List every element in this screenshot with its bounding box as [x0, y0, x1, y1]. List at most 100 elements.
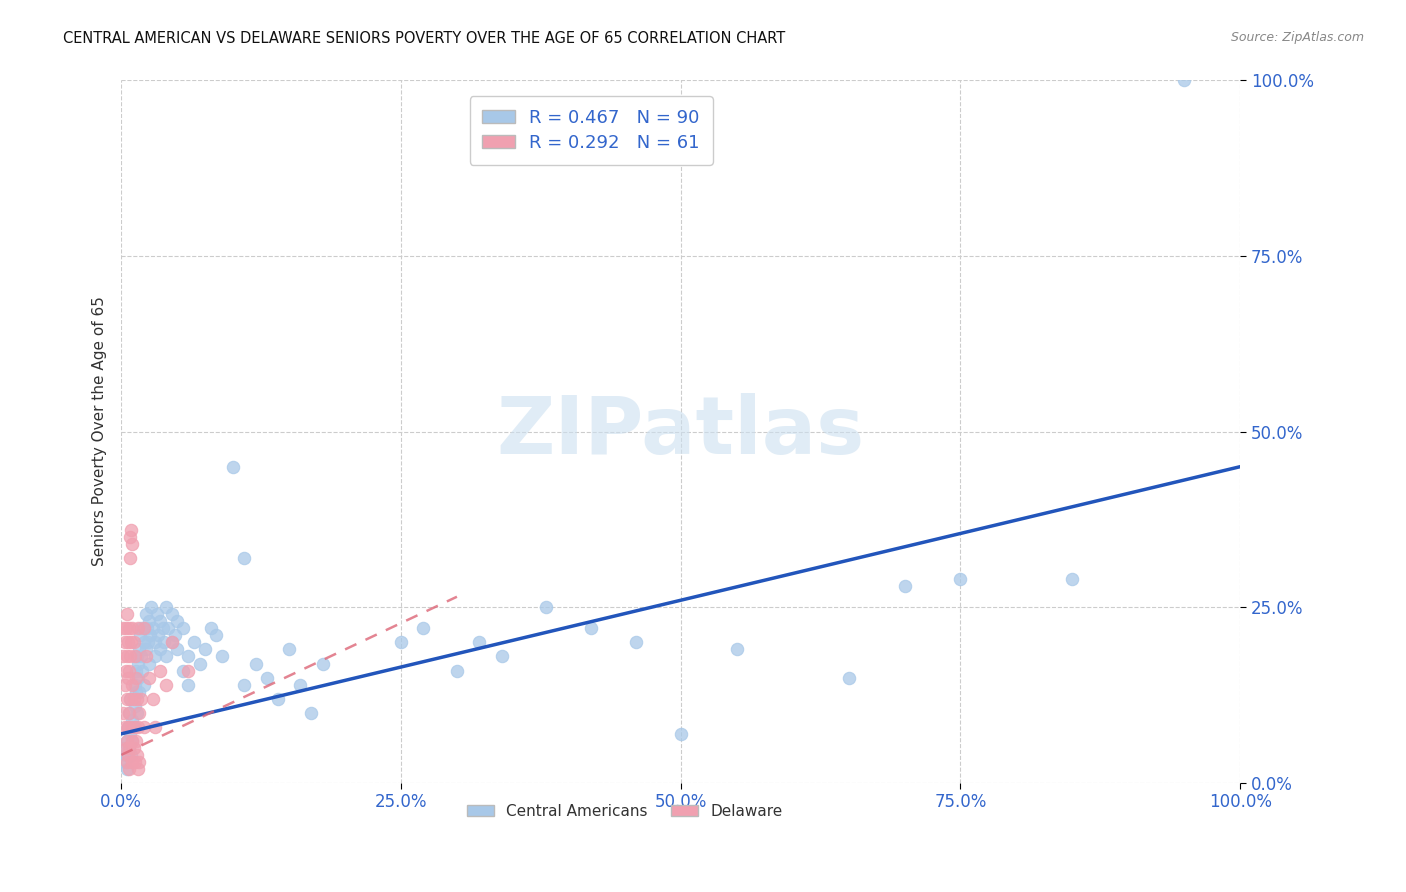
- Point: [114, 664, 136, 678]
- Point: [136, 635, 159, 649]
- Point: [125, 671, 148, 685]
- Point: [143, 635, 166, 649]
- Point: [118, 762, 141, 776]
- Point: [124, 720, 146, 734]
- Point: [127, 762, 149, 776]
- Point: [725, 642, 748, 657]
- Point: [200, 621, 222, 635]
- Point: [120, 691, 142, 706]
- Point: [127, 621, 149, 635]
- Point: [125, 691, 148, 706]
- Point: [1173, 73, 1195, 87]
- Point: [222, 459, 245, 474]
- Point: [125, 684, 148, 698]
- Point: [301, 706, 323, 720]
- Point: [120, 727, 142, 741]
- Point: [491, 649, 513, 664]
- Point: [118, 621, 141, 635]
- Point: [256, 671, 278, 685]
- Point: [131, 621, 153, 635]
- Point: [129, 628, 152, 642]
- Point: [114, 747, 136, 762]
- Point: [114, 755, 136, 769]
- Point: [122, 691, 145, 706]
- Text: Source: ZipAtlas.com: Source: ZipAtlas.com: [1230, 31, 1364, 45]
- Point: [112, 740, 135, 755]
- Point: [155, 649, 177, 664]
- Point: [117, 635, 139, 649]
- Point: [117, 747, 139, 762]
- Point: [138, 657, 160, 671]
- Point: [233, 551, 256, 566]
- Point: [115, 607, 138, 622]
- Point: [138, 671, 160, 685]
- Point: [115, 649, 138, 664]
- Point: [125, 664, 148, 678]
- Point: [117, 720, 139, 734]
- Point: [139, 628, 162, 642]
- Point: [579, 621, 602, 635]
- Point: [128, 684, 150, 698]
- Point: [135, 649, 157, 664]
- Point: [389, 635, 412, 649]
- Point: [245, 657, 267, 671]
- Point: [132, 621, 155, 635]
- Point: [177, 664, 200, 678]
- Point: [135, 642, 157, 657]
- Point: [112, 621, 135, 635]
- Point: [166, 615, 188, 629]
- Point: [131, 649, 153, 664]
- Point: [160, 607, 183, 622]
- Point: [194, 642, 217, 657]
- Point: [290, 678, 312, 692]
- Point: [412, 621, 434, 635]
- Point: [120, 720, 142, 734]
- Point: [135, 607, 157, 622]
- Point: [233, 678, 256, 692]
- Point: [120, 747, 142, 762]
- Point: [114, 621, 136, 635]
- Point: [124, 649, 146, 664]
- Point: [160, 635, 183, 649]
- Point: [131, 664, 153, 678]
- Point: [141, 600, 163, 615]
- Point: [211, 649, 233, 664]
- Point: [132, 635, 155, 649]
- Point: [120, 523, 142, 537]
- Point: [624, 635, 647, 649]
- Point: [311, 657, 333, 671]
- Point: [142, 621, 165, 635]
- Point: [149, 615, 172, 629]
- Point: [1062, 572, 1084, 586]
- Point: [124, 698, 146, 713]
- Point: [115, 755, 138, 769]
- Point: [114, 678, 136, 692]
- Point: [155, 678, 177, 692]
- Point: [166, 642, 188, 657]
- Point: [157, 621, 180, 635]
- Point: [132, 678, 155, 692]
- Point: [118, 706, 141, 720]
- Point: [114, 740, 136, 755]
- Point: [115, 762, 138, 776]
- Point: [115, 691, 138, 706]
- Point: [125, 747, 148, 762]
- Point: [163, 628, 186, 642]
- Point: [146, 628, 169, 642]
- Point: [118, 706, 141, 720]
- Point: [125, 706, 148, 720]
- Point: [132, 720, 155, 734]
- Point: [893, 579, 915, 593]
- Point: [127, 657, 149, 671]
- Point: [125, 649, 148, 664]
- Point: [114, 720, 136, 734]
- Point: [121, 734, 143, 748]
- Point: [124, 755, 146, 769]
- Point: [172, 664, 194, 678]
- Point: [183, 635, 205, 649]
- Point: [128, 642, 150, 657]
- Point: [142, 691, 165, 706]
- Point: [149, 642, 172, 657]
- Point: [120, 551, 142, 566]
- Point: [149, 664, 172, 678]
